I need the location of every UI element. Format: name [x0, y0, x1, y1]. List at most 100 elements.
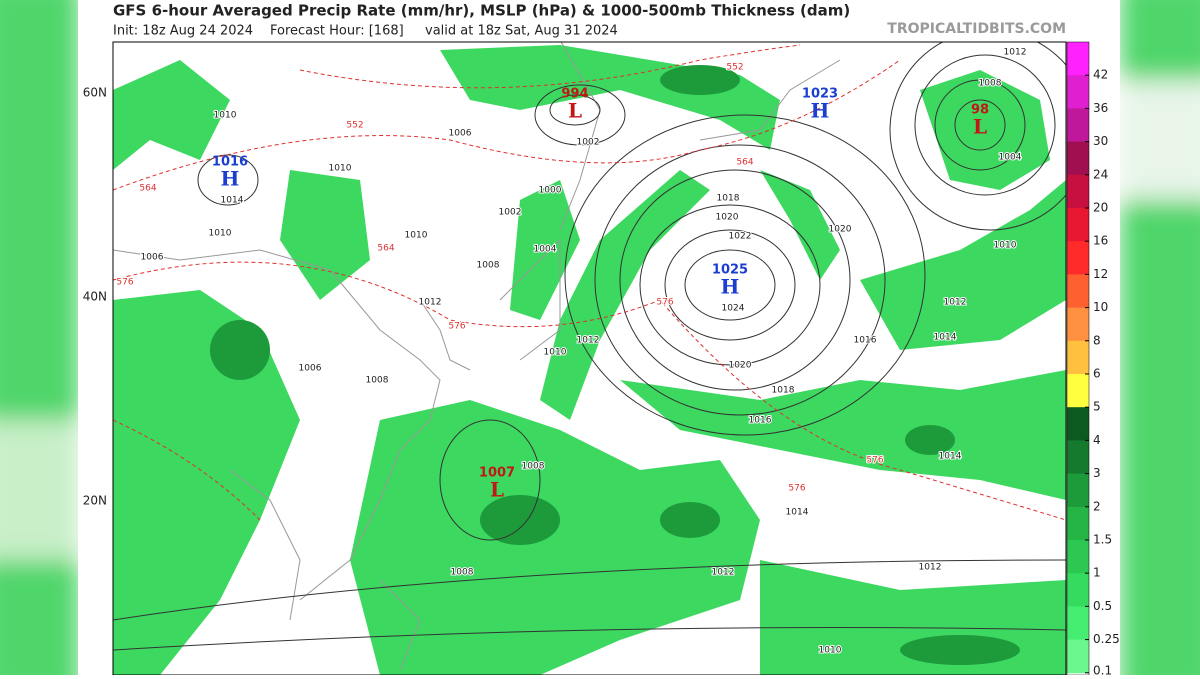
- isobar-label: 1020: [829, 225, 852, 235]
- thickness-label: 552: [346, 121, 363, 131]
- isobar-label: 1014: [786, 508, 809, 518]
- center-symbol: H: [811, 99, 830, 123]
- thickness-label: 564: [736, 158, 753, 168]
- color-segment: [1067, 506, 1089, 541]
- isobar-label: 1012: [712, 568, 735, 578]
- color-segment: [1067, 108, 1089, 143]
- thickness-label: 552: [726, 63, 743, 73]
- colorbar-label: 0.1: [1093, 664, 1112, 676]
- center-pressure: 1016: [212, 155, 248, 170]
- color-segment: [1067, 307, 1089, 342]
- center-pressure: 994: [561, 87, 588, 102]
- center-symbol: H: [221, 167, 240, 191]
- colorbar-label: 8: [1093, 333, 1101, 347]
- isobar-label: 1000: [539, 186, 562, 196]
- color-segment: [1067, 440, 1089, 475]
- isobars: [113, 42, 1066, 651]
- color-segment: [1067, 141, 1089, 176]
- thickness-label: 576: [448, 322, 465, 332]
- color-segment: [1067, 208, 1089, 242]
- precip-heavy: [210, 65, 1020, 665]
- isobar-label: 1024: [722, 304, 745, 314]
- center-pressure: 1007: [479, 466, 515, 481]
- isobar-label: 1016: [749, 416, 772, 426]
- init: Init: 18z Aug 24 2024: [113, 24, 253, 39]
- colorbar-label: 10: [1093, 300, 1108, 314]
- color-segment: [1067, 374, 1089, 408]
- isobar-label: 1012: [944, 298, 967, 308]
- isobar-label: 1018: [717, 194, 740, 204]
- isobar-label: 1008: [477, 261, 500, 271]
- isobar-label: 1010: [994, 241, 1017, 251]
- coastlines: [113, 42, 841, 671]
- colorbar-label: 6: [1093, 367, 1101, 381]
- colorbar-label: 30: [1093, 134, 1108, 148]
- colorbar-label: 3: [1093, 466, 1101, 480]
- thickness-label: 576: [866, 456, 883, 466]
- colorbar-label: 1: [1093, 566, 1101, 580]
- isobar-label: 1010: [819, 646, 842, 656]
- colorbar-label: 1.5: [1093, 533, 1112, 547]
- colorbar-label: 16: [1093, 234, 1108, 248]
- color-segment: [1067, 75, 1089, 109]
- lat-label: 60N: [83, 86, 107, 100]
- color-segment: [1067, 606, 1089, 641]
- isobar-label: 1020: [716, 213, 739, 223]
- isobar-label: 1008: [522, 462, 545, 472]
- color-segment: [1067, 42, 1089, 76]
- isobar-label: 1010: [214, 111, 237, 121]
- center-symbol: L: [568, 99, 582, 123]
- forecast-hour: Forecast Hour: [168]: [270, 24, 404, 39]
- isobar-label: 1014: [221, 196, 244, 206]
- isobar-label: 1010: [405, 231, 428, 241]
- color-segment: [1067, 639, 1089, 674]
- color-segment: [1067, 540, 1089, 574]
- isobar-label: 1020: [729, 361, 752, 371]
- lat-label: 40N: [83, 290, 107, 304]
- color-segment: [1067, 174, 1089, 209]
- valid-time: valid at 18z Sat, Aug 31 2024: [425, 24, 618, 39]
- colorbar-label: 0.5: [1093, 599, 1112, 613]
- color-segment: [1067, 407, 1089, 441]
- lat-label: 20N: [83, 494, 107, 508]
- color-segment: [1067, 340, 1089, 375]
- colorbar-label: 12: [1093, 267, 1108, 281]
- center-symbol: L: [973, 115, 987, 139]
- center-pressure: 1025: [712, 263, 748, 278]
- isobar-label: 1004: [999, 153, 1022, 163]
- color-segment: [1067, 274, 1089, 309]
- isobar-label: 1018: [772, 386, 795, 396]
- title: GFS 6-hour Averaged Precip Rate (mm/hr),…: [113, 2, 850, 20]
- thickness-label: 576: [656, 298, 673, 308]
- center-pressure: 1023: [802, 87, 838, 102]
- center-symbol: L: [490, 478, 504, 502]
- isobar-label: 1022: [729, 232, 752, 242]
- isobar-label: 1004: [534, 245, 557, 255]
- isobar-label: 1008: [366, 376, 389, 386]
- isobar-label: 1012: [919, 563, 942, 573]
- watermark: TROPICALTIDBITS.COM: [887, 21, 1066, 37]
- isobar-label: 1010: [209, 229, 232, 239]
- isobar-label: 1014: [934, 333, 957, 343]
- color-segment: [1067, 573, 1089, 607]
- thickness-label: 576: [116, 278, 133, 288]
- isobar-label: 1006: [141, 253, 164, 263]
- isobar-label: 1008: [451, 568, 474, 578]
- isobar-label: 1008: [979, 79, 1002, 89]
- color-segment: [1067, 473, 1089, 508]
- map: [113, 42, 1066, 675]
- thickness: [113, 44, 1066, 521]
- isobar-label: 1006: [299, 364, 322, 374]
- center-pressure: 98: [971, 103, 989, 118]
- isobar-label: 1010: [329, 164, 352, 174]
- isobar-label: 1012: [1004, 48, 1027, 58]
- isobar-label: 1006: [449, 129, 472, 139]
- isobar-label: 1012: [419, 298, 442, 308]
- colorbar-label: 2: [1093, 499, 1101, 513]
- colorbar-label: 5: [1093, 400, 1101, 414]
- colorbar-label: 24: [1093, 167, 1108, 181]
- thickness-label: 576: [788, 484, 805, 494]
- thickness-label: 564: [377, 244, 394, 254]
- isobar-label: 1010: [544, 348, 567, 358]
